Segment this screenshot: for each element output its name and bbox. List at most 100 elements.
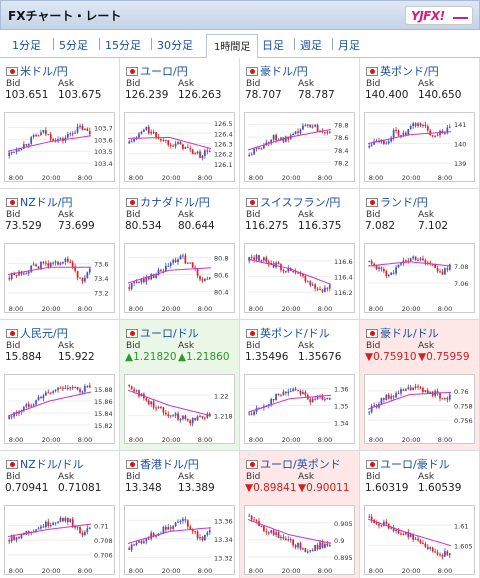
mini-chart[interactable]: 1.36 1.35 1.34 8:00 20:00 8:00 (244, 374, 355, 444)
y-tick-label: 126.5 (214, 120, 233, 128)
candle (390, 272, 393, 275)
candle (44, 130, 47, 135)
candle (13, 412, 15, 417)
candle (395, 267, 397, 274)
candle (189, 526, 192, 529)
candle (311, 126, 314, 128)
mini-chart[interactable]: 7.08 7.06 8:00 20:00 8:00 (364, 243, 475, 313)
tab-7[interactable]: 月足 (338, 39, 360, 52)
ask-label: Ask (418, 210, 435, 220)
candle (10, 416, 13, 418)
candle (59, 263, 62, 265)
currency-panel[interactable]: 香港ドル/円 Bid Ask 13.348 13.389 13.36 13.34 13.32 8… (120, 451, 240, 578)
candle (8, 540, 11, 542)
tab-1[interactable]: 5分足 (59, 39, 88, 52)
tab-6[interactable]: 週足 (300, 39, 322, 52)
bid-label: Bid (366, 472, 381, 482)
candle (275, 262, 277, 268)
x-tick-label: 8:00 (318, 174, 333, 182)
candle (380, 398, 383, 404)
pair-link[interactable]: 人民元/円 (6, 325, 68, 341)
candle (409, 258, 412, 262)
mini-chart[interactable]: 116.6 116.4 116.2 8:00 20:00 8:00 (244, 243, 355, 313)
tab-2[interactable]: 15分足 (105, 39, 141, 52)
currency-panel[interactable]: NZドル/ドル Bid Ask 0.70941 0.71081 0.71 0.708 0.70… (0, 451, 120, 578)
currency-panel[interactable]: 英ポンド/円 Bid Ask 140.400 140.650 141 140 139 8:00 2… (360, 58, 480, 189)
currency-panel[interactable]: スイスフラン/円 Bid Ask 116.275 116.375 116.6 116.4 11… (240, 189, 360, 320)
pair-link[interactable]: ユーロ/円 (126, 63, 188, 79)
pair-name: NZドル/ドル (20, 458, 84, 471)
currency-panel[interactable]: カナダドル/円 Bid Ask 80.534 80.644 80.8 80.6 80.4 8:0… (120, 189, 240, 320)
currency-panel[interactable]: 英ポンド/ドル Bid Ask 1.35496 1.35676 1.36 1.35 1.34 8… (240, 320, 360, 451)
pair-link[interactable]: スイスフラン/円 (246, 194, 340, 210)
candle (397, 529, 400, 534)
candle (86, 128, 89, 131)
candle (439, 554, 441, 556)
currency-panel[interactable]: ユーロ/円 Bid Ask 126.239 126.263 126.5 126.4 126.3… (120, 58, 240, 189)
candle (302, 392, 304, 395)
yjfx-logo[interactable]: YJFX! (405, 6, 473, 25)
mini-chart[interactable]: 15.88 15.86 15.84 15.82 8:00 20:00 8:00 (4, 374, 115, 444)
currency-panel[interactable]: 人民元/円 Bid Ask 15.884 15.922 15.88 15.86 15.84 15… (0, 320, 120, 451)
mini-chart[interactable]: 73.6 73.4 73.2 8:00 20:00 8:00 (4, 243, 115, 313)
mini-chart[interactable]: 0.76 0.758 0.756 8:00 20:00 8:00 (364, 374, 475, 444)
mini-chart[interactable]: 141 140 139 8:00 20:00 8:00 (364, 112, 475, 182)
mini-chart[interactable]: 103.7 103.6 103.5 103.4 8:00 20:00 8:00 (4, 112, 115, 182)
mini-chart[interactable]: 0.71 0.708 0.706 8:00 20:00 8:00 (4, 505, 115, 575)
pair-link[interactable]: 米ドル/円 (6, 63, 68, 79)
currency-panel[interactable]: NZドル/円 Bid Ask 73.529 73.699 73.6 73.4 73.2 8:00… (0, 189, 120, 320)
bid-value: 103.651 (5, 89, 49, 101)
candle (79, 126, 81, 128)
mini-chart[interactable]: 13.36 13.34 13.32 8:00 20:00 8:00 (124, 505, 235, 575)
mini-chart[interactable]: 1.61 1.605 8:00 20:00 8:00 (364, 505, 475, 575)
candle (446, 397, 449, 400)
candle (294, 388, 297, 391)
candle (64, 387, 67, 389)
pair-link[interactable]: NZドル/ドル (6, 456, 83, 472)
pair-name: カナダドル/円 (140, 196, 210, 209)
currency-panel[interactable]: 豪ドル/円 Bid Ask 78.707 78.787 78.8 78.6 78.4 78.2 8… (240, 58, 360, 189)
pair-link[interactable]: ユーロ/ドル (126, 325, 199, 341)
tab-3[interactable]: 30分足 (157, 39, 193, 52)
candle (395, 393, 397, 398)
y-tick-label: 0.895 (334, 554, 353, 562)
currency-panel[interactable]: ユーロ/豪ドル Bid Ask 1.60319 1.60539 1.61 1.605 8:00… (360, 451, 480, 578)
logo-text: YJFX! (411, 9, 445, 23)
y-tick-label: 80.4 (214, 289, 228, 297)
bid-value: 73.529 (5, 220, 42, 232)
mini-chart[interactable]: 78.8 78.6 78.4 78.2 8:00 20:00 8:00 (244, 112, 355, 182)
candle (441, 555, 444, 557)
hk-flag-icon (126, 460, 138, 469)
candle (314, 398, 316, 400)
pair-link[interactable]: 香港ドル/円 (126, 456, 199, 472)
pair-link[interactable]: 英ポンド/円 (366, 63, 439, 79)
currency-panel[interactable]: 豪ドル/ドル Bid Ask ▼0.75910 ▼0.75959 0.76 0.758 0.7… (360, 320, 480, 451)
pair-link[interactable]: ランド/円 (366, 194, 428, 210)
mini-chart[interactable]: 126.5 126.4 126.3 126.2 126.1 8:00 20:00 8:00 (124, 112, 235, 182)
tab-4[interactable]: 1時間足 (206, 34, 259, 58)
currency-panel[interactable]: ユーロ/英ポンド Bid Ask ▼0.89841 ▼0.90011 0.905 0.9 0.… (240, 451, 360, 578)
currency-panel[interactable]: ユーロ/ドル Bid Ask ▲1.21820 ▲1.21860 1.22 1.218 8:0… (120, 320, 240, 451)
mini-chart[interactable]: 0.905 0.9 0.895 8:00 20:00 8:00 (244, 505, 355, 575)
pair-link[interactable]: ユーロ/豪ドル (366, 456, 450, 472)
pair-link[interactable]: 豪ドル/円 (246, 63, 308, 79)
pair-link[interactable]: 英ポンド/ドル (246, 325, 330, 341)
candle (37, 266, 40, 269)
tab-0[interactable]: 1分足 (12, 39, 41, 52)
pair-link[interactable]: ユーロ/英ポンド (246, 456, 341, 472)
y-tick-label: 1.36 (334, 386, 348, 394)
mini-chart[interactable]: 80.8 80.6 80.4 8:00 20:00 8:00 (124, 243, 235, 313)
pair-link[interactable]: 豪ドル/ドル (366, 325, 439, 341)
moving-average-line (367, 391, 452, 410)
pair-link[interactable]: NZドル/円 (6, 194, 72, 210)
candle (71, 387, 74, 389)
pair-link[interactable]: カナダドル/円 (126, 194, 210, 210)
candle (160, 407, 162, 409)
y-tick-label: 1.34 (334, 420, 348, 428)
mini-chart[interactable]: 1.22 1.218 8:00 20:00 8:00 (124, 374, 235, 444)
tab-5[interactable]: 日足 (262, 39, 284, 52)
currency-panel[interactable]: 米ドル/円 Bid Ask 103.651 103.675 103.7 103.6 103.5… (0, 58, 120, 189)
candle (316, 124, 319, 132)
ask-value: 1.35676 (298, 351, 342, 363)
currency-panel[interactable]: ランド/円 Bid Ask 7.082 7.102 7.08 7.06 8:00 20:00 8:… (360, 189, 480, 320)
